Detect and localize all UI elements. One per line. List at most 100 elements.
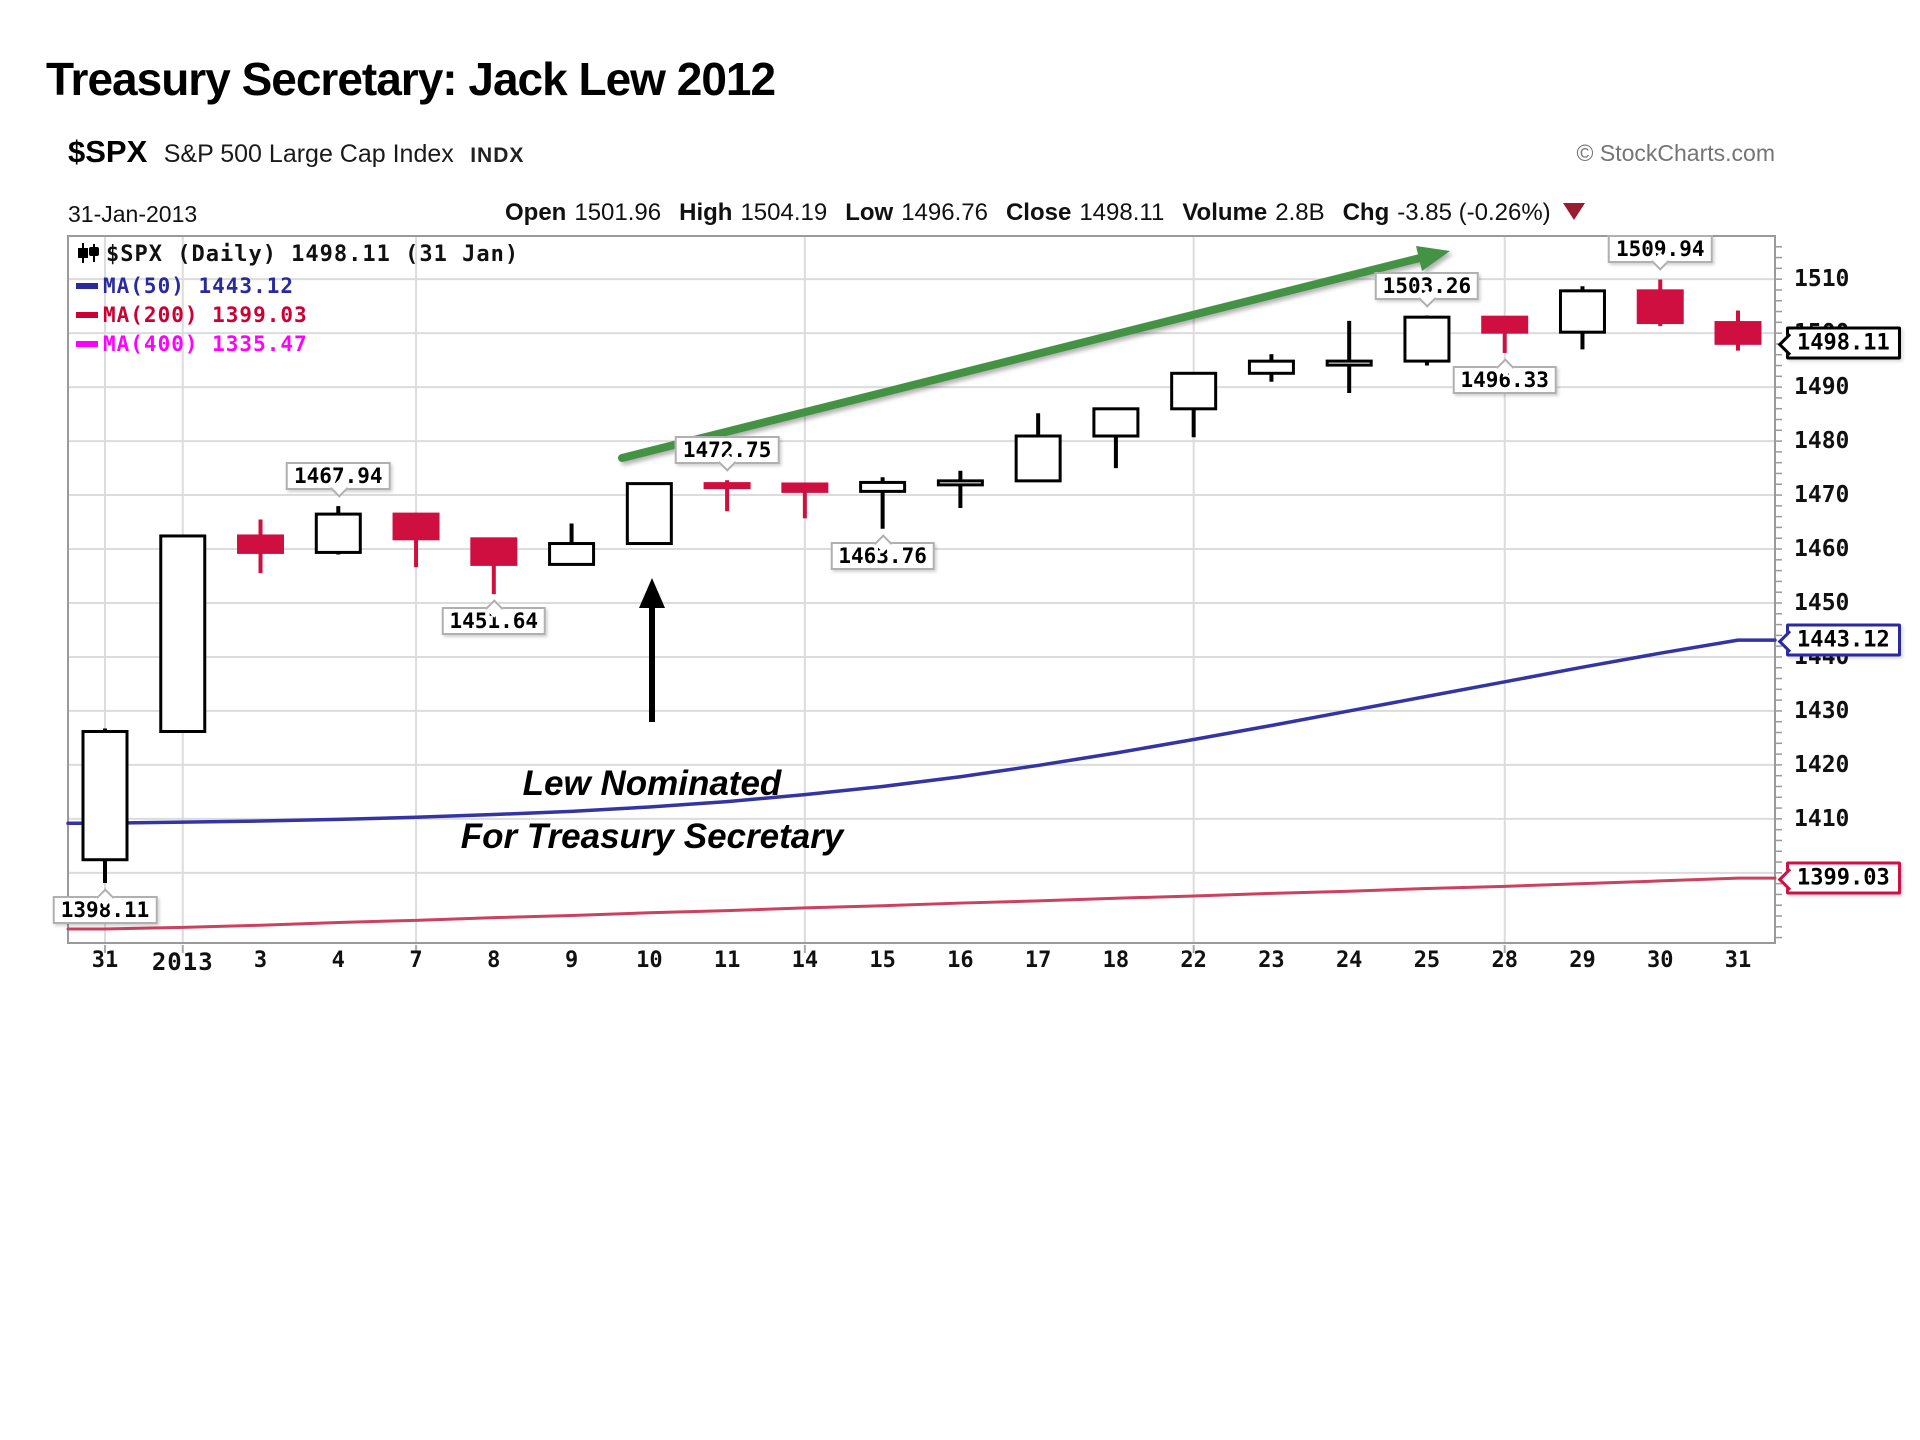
quote-label: Close: [1005, 199, 1072, 226]
legend-ma-list: MA(50) 1443.12 MA(200) 1399.03 MA(400) 133…: [76, 272, 519, 359]
price-flag-label: 1398.11: [52, 888, 158, 925]
green-trend-arrow: [618, 254, 1424, 462]
legend-ma-item: MA(400) 1335.47: [76, 330, 519, 359]
candle-body: [1403, 315, 1451, 363]
lew-nominated-annotation: Lew Nominated For Treasury Secretary: [461, 757, 844, 863]
annotation-line-2: For Treasury Secretary: [460, 817, 844, 856]
y-axis-label: 1450: [1794, 589, 1850, 616]
x-axis-label: 8: [487, 948, 501, 973]
ma-line-swatch: [76, 283, 98, 289]
candle-body: [81, 729, 129, 862]
quote-label: Volume: [1182, 199, 1268, 226]
candle-body: [314, 512, 362, 554]
x-axis-label: 29: [1569, 948, 1596, 973]
x-axis-label: 9: [564, 948, 579, 973]
ma50-line: [66, 638, 1777, 825]
candle-body: [1714, 321, 1762, 345]
y-axis-label: 1420: [1794, 751, 1850, 778]
quote-value: 1504.19: [740, 199, 828, 226]
price-flag-label: 1463.76: [830, 534, 935, 570]
price-flag-label: 1472.75: [674, 436, 780, 472]
candle-body: [936, 479, 984, 487]
x-axis-label: 23: [1258, 948, 1285, 973]
candle-body: [159, 534, 207, 733]
stockcharts-watermark: © StockCharts.com: [1576, 140, 1775, 166]
ohlc-quote-row: Open 1501.96 High 1504.19 Low 1496.76 Close 149…: [505, 199, 1585, 227]
candle-body: [1092, 407, 1140, 438]
ma-line-swatch: [76, 312, 98, 318]
candle-body: [470, 537, 518, 566]
candle-body: [392, 512, 440, 541]
x-axis-label: 17: [1024, 948, 1052, 973]
x-axis-label: 2013: [151, 948, 214, 976]
quote-date: 31-Jan-2013: [68, 201, 198, 227]
quote-value: 1498.11: [1079, 199, 1165, 226]
candle-body: [625, 482, 673, 546]
ma-legend-text: MA(400) 1335.47: [103, 332, 308, 356]
change-down-triangle-icon: [1562, 203, 1585, 220]
price-flag-label: 1509.94: [1607, 235, 1713, 272]
legend-ma-item: MA(200) 1399.03: [76, 301, 519, 330]
candle-body: [781, 482, 829, 493]
candle-body: [859, 480, 907, 493]
y-axis-label: 1460: [1794, 536, 1850, 563]
quote-value: 2.8B: [1275, 199, 1325, 226]
price-flag-label: 1467.94: [286, 462, 391, 498]
candle-body: [1481, 315, 1529, 334]
quote-label: Open: [505, 199, 567, 226]
x-axis-label: 22: [1180, 948, 1207, 973]
quote-value: -3.85 (-0.26%): [1397, 199, 1551, 226]
candle-body: [1014, 434, 1062, 483]
quote-value: 1501.96: [574, 199, 662, 226]
x-axis-label: 3: [253, 948, 268, 973]
chart-header: $SPX S&P 500 Large Cap Index INDX: [68, 134, 524, 170]
plot-border: [67, 235, 1776, 944]
candle-body: [1247, 359, 1295, 375]
candlestick-style-icon: [76, 242, 100, 272]
x-axis-label: 30: [1646, 948, 1674, 973]
x-axis-label: 31: [91, 948, 119, 973]
legend-main-series: $SPX (Daily) 1498.11 (31 Jan): [76, 240, 519, 272]
x-axis-label: 16: [947, 948, 974, 973]
quote-label: Chg: [1342, 199, 1390, 226]
candle-body: [1170, 371, 1218, 411]
ma200-line: [66, 876, 1777, 931]
candle-body: [237, 534, 285, 554]
candle-body: [1325, 359, 1373, 367]
x-axis-label: 31: [1724, 948, 1752, 973]
ma-line-swatch: [76, 341, 98, 347]
x-axis-label: 4: [331, 948, 345, 973]
price-flag-label: 1503.26: [1374, 271, 1480, 308]
y-axis-label: 1510: [1794, 266, 1850, 293]
x-axis-label: 25: [1413, 948, 1441, 973]
candle-body: [703, 482, 751, 490]
page-title: Treasury Secretary: Jack Lew 2012: [46, 53, 776, 105]
ticker-symbol: $SPX: [68, 134, 148, 169]
y-axis-label: 1410: [1794, 805, 1850, 832]
y-axis-label: 1430: [1794, 697, 1850, 724]
x-axis-label: 10: [636, 948, 663, 973]
y-axis-label: 1470: [1794, 482, 1850, 509]
x-axis-label: 18: [1102, 948, 1130, 973]
axis-price-callout: 1498.11: [1777, 326, 1901, 360]
index-name: S&P 500 Large Cap Index: [163, 140, 454, 168]
x-axis-label: 14: [791, 948, 819, 973]
y-axis-label: 1490: [1794, 374, 1850, 401]
quote-value: 1496.76: [901, 199, 988, 226]
price-flag-label: 1496.33: [1452, 358, 1557, 394]
legend-main-text: $SPX (Daily) 1498.11 (31 Jan): [106, 242, 520, 267]
x-axis-label: 28: [1491, 948, 1518, 973]
axis-price-callout: 1443.12: [1777, 623, 1901, 657]
y-axis-label: 1480: [1794, 428, 1850, 455]
x-axis-label: 11: [713, 948, 741, 973]
x-axis-label: 24: [1335, 948, 1363, 973]
price-flag-label: 1451.64: [441, 599, 547, 636]
green-arrow-head: [1416, 246, 1450, 271]
candle-body: [1558, 289, 1606, 334]
x-axis-label: 7: [409, 948, 423, 973]
ma-legend-text: MA(200) 1399.03: [103, 303, 308, 327]
exchange-label: INDX: [470, 144, 525, 167]
x-axis-label: 15: [869, 948, 896, 973]
